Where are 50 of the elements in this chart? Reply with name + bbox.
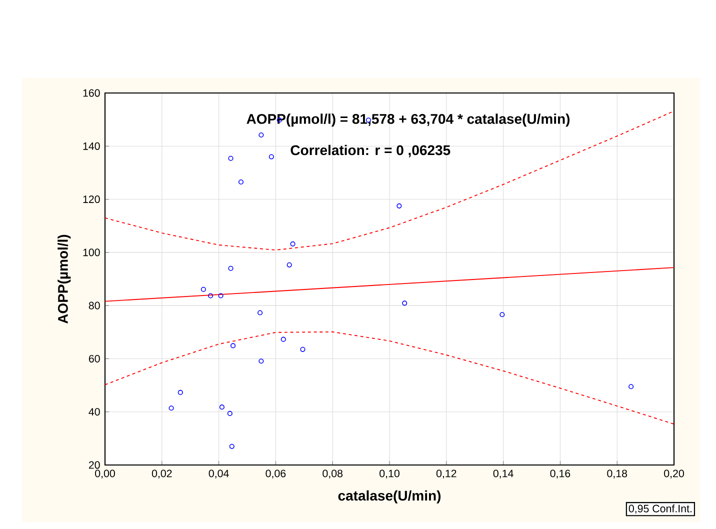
x-tick-label: 0,00	[95, 470, 115, 479]
point	[258, 358, 264, 364]
point	[227, 410, 232, 416]
x-tick-label: 0,16	[550, 470, 570, 479]
point	[402, 300, 408, 306]
x-tick-label: 0,12	[436, 470, 456, 479]
point	[286, 262, 292, 268]
annotation: AOPP(µmol/l) = 81,578 + 63,704 * catalase(U/min)	[246, 114, 570, 127]
y-tick-label: 20	[88, 461, 100, 469]
point	[230, 343, 236, 348]
y-axis-title: AOPP(µmol/l)	[58, 234, 71, 324]
point	[229, 444, 234, 449]
point	[290, 241, 296, 246]
point	[228, 266, 234, 271]
line-series	[105, 331, 674, 425]
point	[218, 293, 224, 298]
y-tick-label: 140	[83, 142, 100, 150]
x-tick-label: 0,10	[380, 470, 400, 479]
x-tick-label: 0,14	[493, 470, 514, 479]
y-tick-label: 40	[88, 408, 100, 416]
point	[300, 346, 306, 352]
line-series	[105, 110, 674, 251]
point	[258, 310, 263, 316]
y-tick-label: 60	[88, 354, 100, 362]
x-tick-label: 0,08	[322, 470, 343, 479]
x-tick-label: 0,20	[664, 470, 684, 479]
point	[219, 404, 224, 410]
x-tick-label: 0,18	[607, 470, 628, 479]
point	[268, 154, 274, 160]
y-tick-label: 100	[83, 248, 100, 256]
point	[280, 336, 286, 342]
y-tick-label: 80	[88, 302, 100, 310]
point	[238, 179, 244, 185]
point	[168, 406, 174, 411]
point	[500, 312, 505, 318]
y-tick-label: 160	[83, 89, 100, 97]
x-tick-label: 0,04	[208, 470, 229, 479]
x-axis-title: catalase(U/min)	[338, 490, 441, 504]
y-tick-label: 120	[83, 196, 100, 204]
point	[628, 384, 634, 390]
point	[200, 286, 206, 292]
point	[258, 132, 264, 138]
point	[228, 156, 234, 161]
point	[396, 203, 402, 208]
annotation: Correlation: r = 0 ,06235	[290, 144, 450, 158]
point	[208, 293, 214, 298]
x-tick-label: 0,02	[152, 470, 172, 479]
point	[178, 390, 183, 395]
text: 0,95 Conf.Int.	[628, 504, 692, 514]
x-tick-label: 0,06	[266, 470, 286, 479]
